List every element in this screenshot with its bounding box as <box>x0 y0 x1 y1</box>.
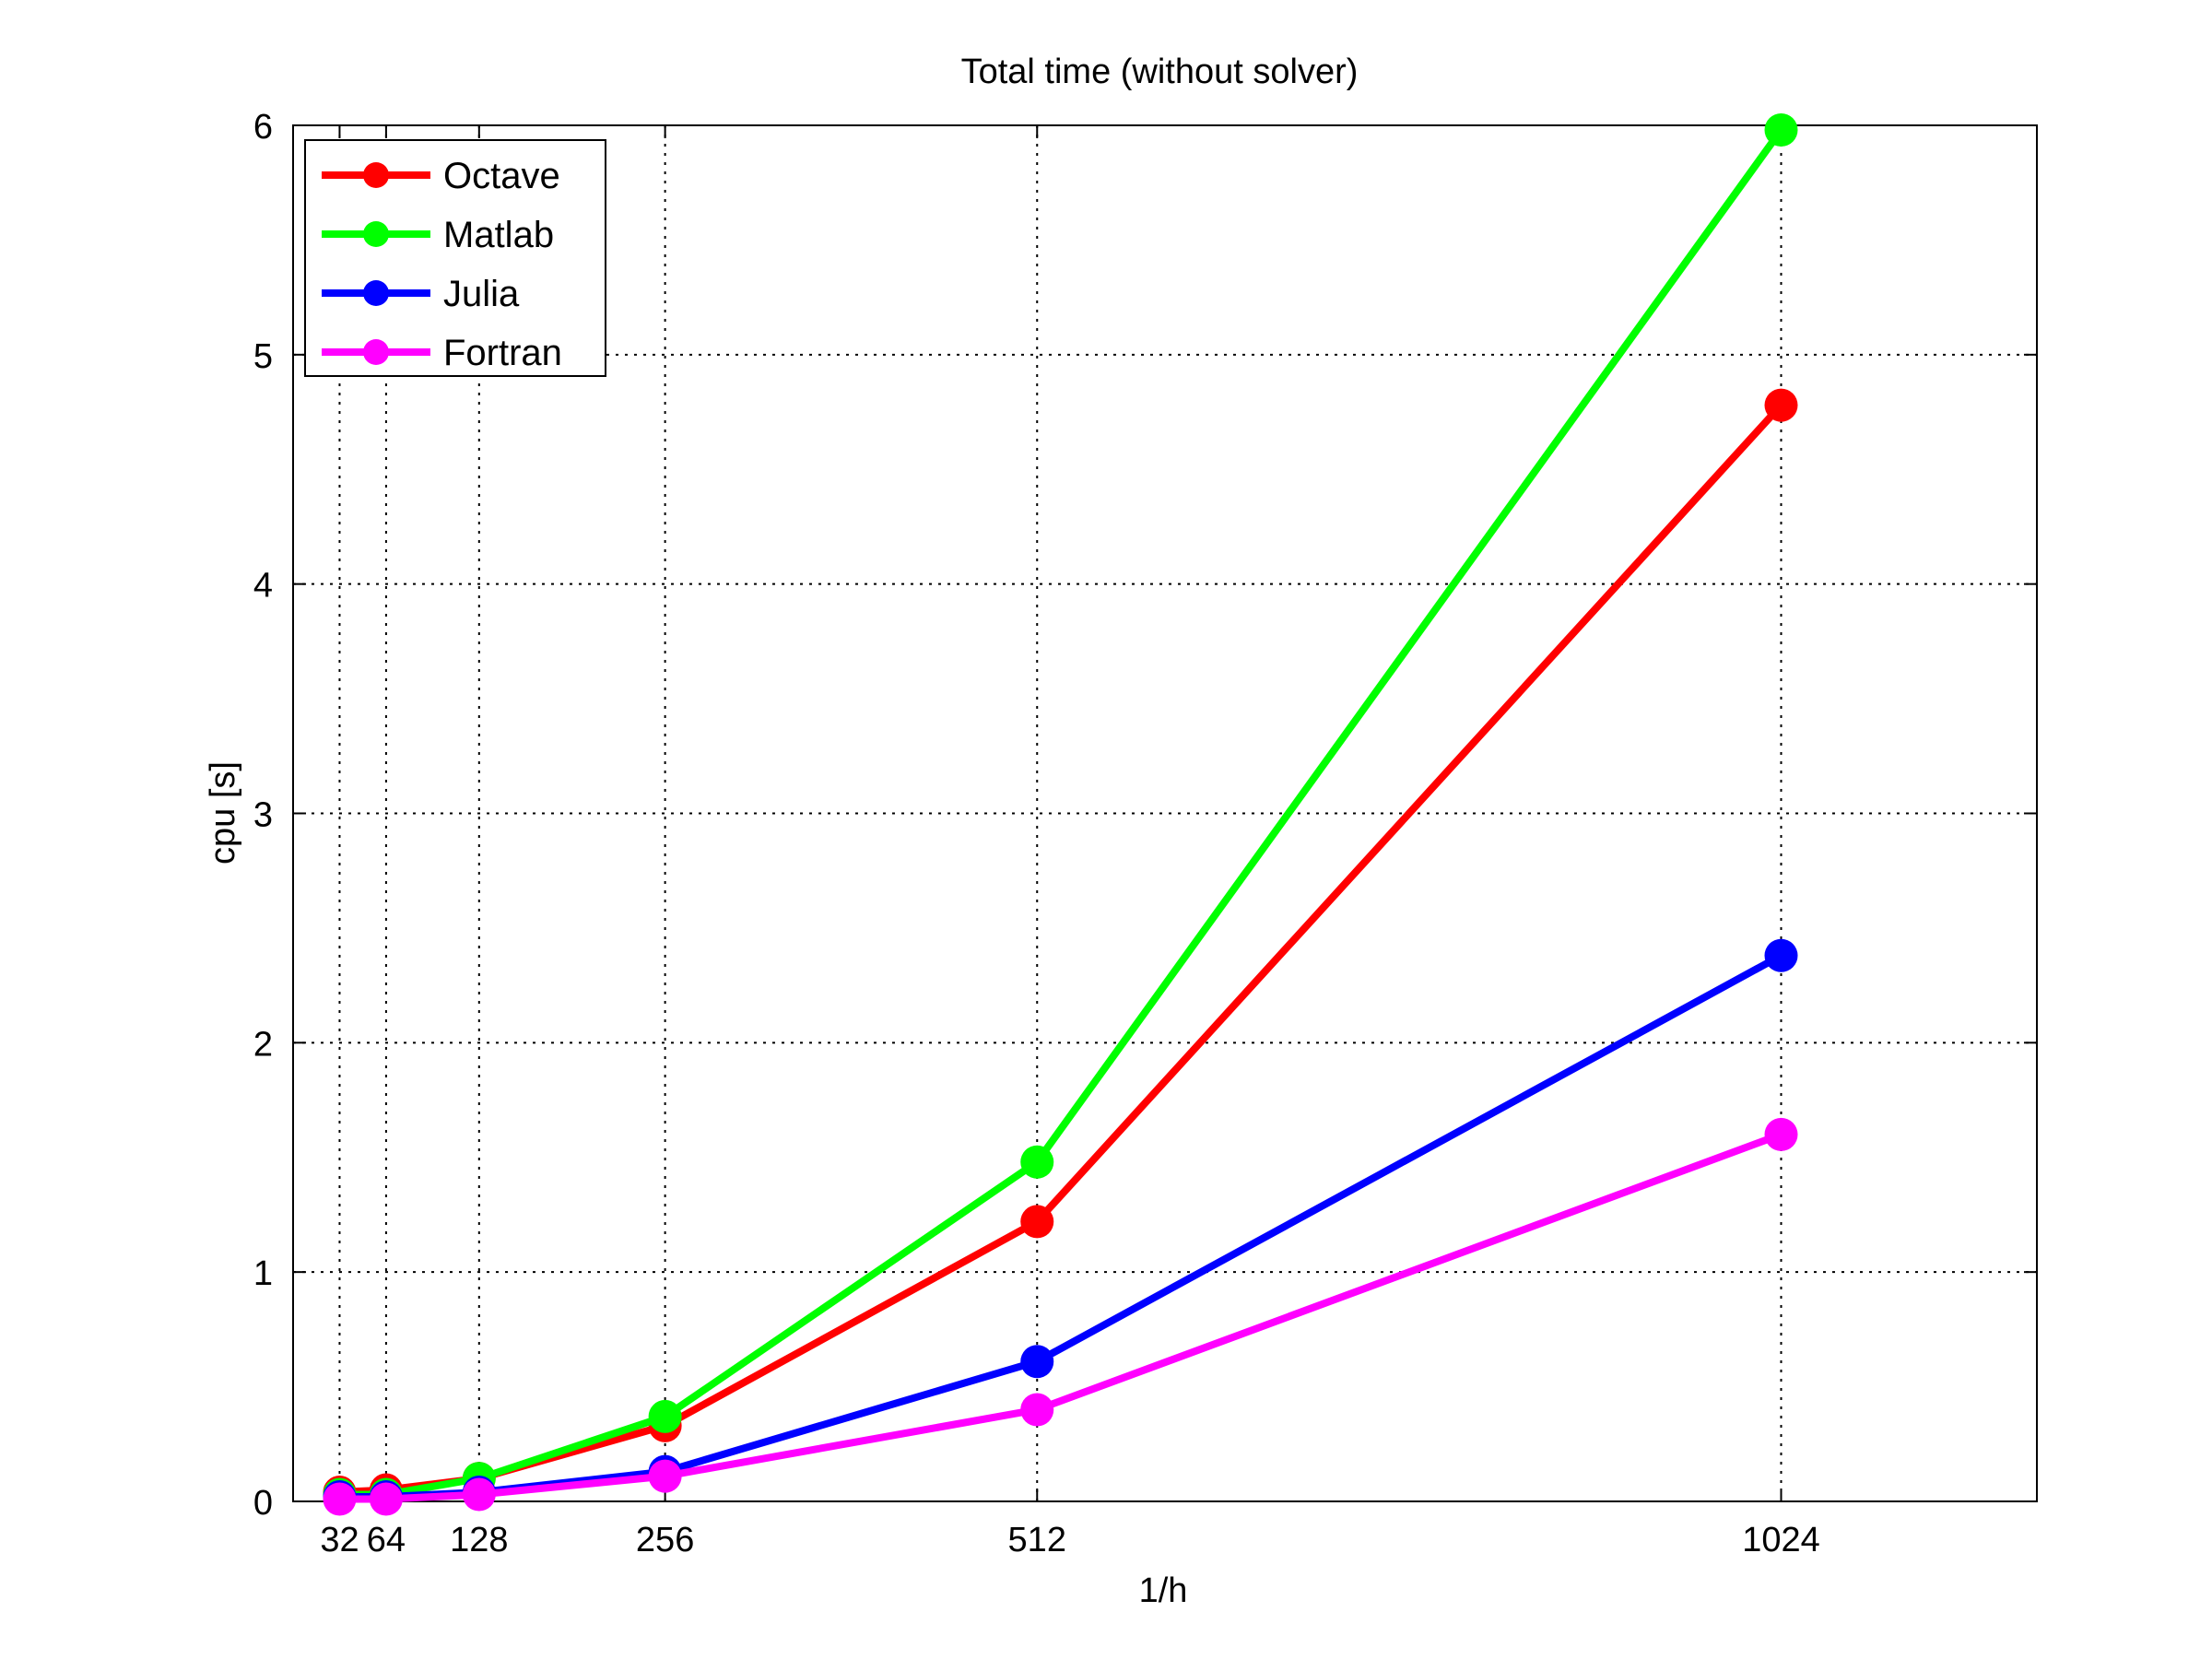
x-tick-label: 1024 <box>1742 1521 1820 1559</box>
series-group <box>323 112 1798 1516</box>
data-point-julia <box>1020 1345 1054 1379</box>
data-point-octave <box>1764 388 1798 422</box>
series-line-octave <box>339 402 1784 1497</box>
data-point-julia <box>1764 938 1798 972</box>
data-point-matlab <box>1764 112 1798 147</box>
data-point-fortran <box>369 1482 403 1516</box>
x-tick-label: 128 <box>450 1521 508 1559</box>
legend-marker <box>363 162 389 188</box>
y-axis-label: cpu [s] <box>204 761 242 865</box>
x-axis-label: 1/h <box>1139 1571 1188 1610</box>
data-point-matlab <box>648 1399 682 1433</box>
series-line-julia <box>339 952 1783 1501</box>
data-point-fortran <box>323 1482 357 1516</box>
legend-label: Fortran <box>443 333 562 373</box>
data-point-octave <box>1020 1205 1054 1239</box>
chart-title: Total time (without solver) <box>961 53 1359 91</box>
legend-item-octave: Octave <box>322 156 560 196</box>
legend-box <box>304 139 606 377</box>
legend-marker <box>363 339 389 365</box>
series-line-fortran <box>339 1131 1783 1503</box>
legend-label: Julia <box>443 274 520 314</box>
legend-item-fortran: Fortran <box>322 333 562 373</box>
series-fortran <box>323 1117 1798 1516</box>
legend-item-julia: Julia <box>322 274 520 314</box>
x-tick-label: 64 <box>367 1521 406 1559</box>
data-point-fortran <box>648 1459 682 1493</box>
series-julia <box>323 938 1798 1514</box>
y-tick-label: 5 <box>253 337 273 376</box>
y-tick-label: 2 <box>253 1025 273 1064</box>
y-tick-label: 1 <box>253 1254 273 1293</box>
y-tick-label: 0 <box>253 1484 273 1523</box>
y-tick-label: 4 <box>253 567 273 606</box>
legend-label: Matlab <box>443 215 554 255</box>
legend-item-matlab: Matlab <box>322 215 554 255</box>
legend-marker <box>363 221 389 247</box>
legend: Octave Matlab Julia Fortran <box>304 139 606 377</box>
y-tick-label: 3 <box>253 796 273 835</box>
x-tick-label: 32 <box>320 1521 359 1559</box>
series-octave <box>323 388 1798 1510</box>
y-tick-label: 6 <box>253 108 273 147</box>
x-tick-label: 256 <box>636 1521 694 1559</box>
data-point-fortran <box>462 1477 496 1512</box>
data-point-fortran <box>1020 1393 1054 1427</box>
legend-marker <box>363 280 389 306</box>
x-tick-label: 512 <box>1008 1521 1066 1559</box>
data-point-fortran <box>1764 1117 1798 1151</box>
axis-ticks: 32 64 128 256 512 1024 0 1 2 3 4 5 6 <box>253 108 2037 1559</box>
data-point-matlab <box>1020 1145 1054 1179</box>
legend-label: Octave <box>443 156 560 196</box>
